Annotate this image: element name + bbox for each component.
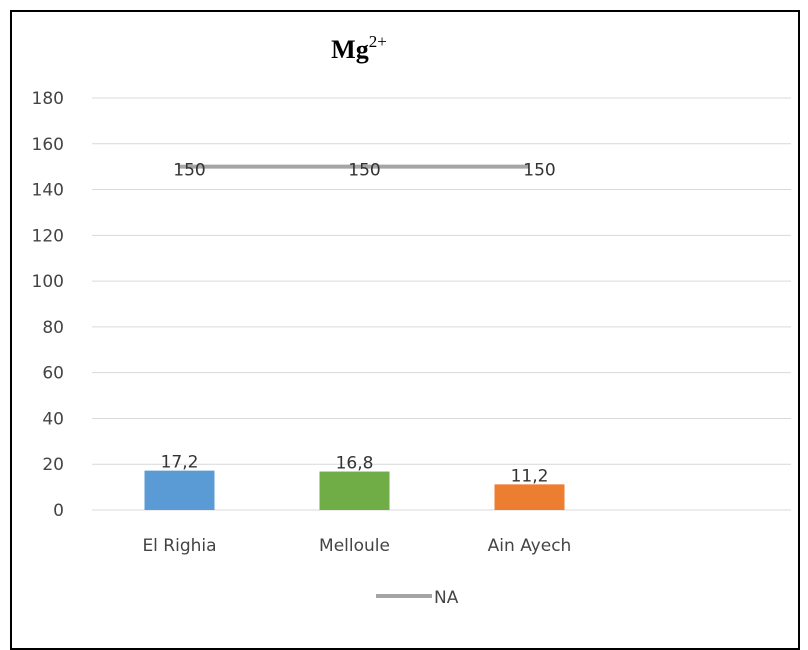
na-data-label-1: 150 [348,161,380,181]
y-axis-tick-labels: 0 20 40 60 80 100 120 140 160 180 [32,89,64,521]
bar-data-label-1: 16,8 [336,454,374,474]
bar-2 [494,484,565,510]
bar-data-label-2: 11,2 [511,466,549,486]
bar-data-label-0: 17,2 [161,453,199,473]
chart-title: Mg2+ [331,32,387,64]
y-tick-label-140: 140 [32,181,64,201]
bar-1 [319,471,390,510]
y-tick-label-160: 160 [32,135,64,155]
legend-label-na: NA [434,588,459,608]
bars [144,470,565,510]
y-tick-label-120: 120 [32,226,64,246]
na-data-label-0: 150 [173,161,205,181]
y-tick-label-20: 20 [42,455,64,475]
y-tick-label-60: 60 [42,364,64,384]
data-labels: 17,2 16,8 11,2 150 150 150 [161,161,556,487]
y-tick-label-40: 40 [42,409,64,429]
y-tick-label-0: 0 [53,501,64,521]
y-tick-label-80: 80 [42,318,64,338]
chart-title-main: Mg [331,35,369,64]
category-label-0: El Righia [142,536,216,556]
chart-frame [10,10,800,650]
category-label-2: Ain Ayech [488,536,572,556]
chart-title-superscript: 2+ [369,32,387,51]
bar-0 [144,470,215,510]
chart-svg: 0 20 40 60 80 100 120 140 160 180 17,2 16,8 11,2 150… [32,32,791,608]
category-labels: El Righia Melloule Ain Ayech [142,536,571,556]
y-tick-label-180: 180 [32,89,64,109]
na-data-label-2: 150 [523,161,555,181]
y-tick-label-100: 100 [32,272,64,292]
category-label-1: Melloule [319,536,390,556]
